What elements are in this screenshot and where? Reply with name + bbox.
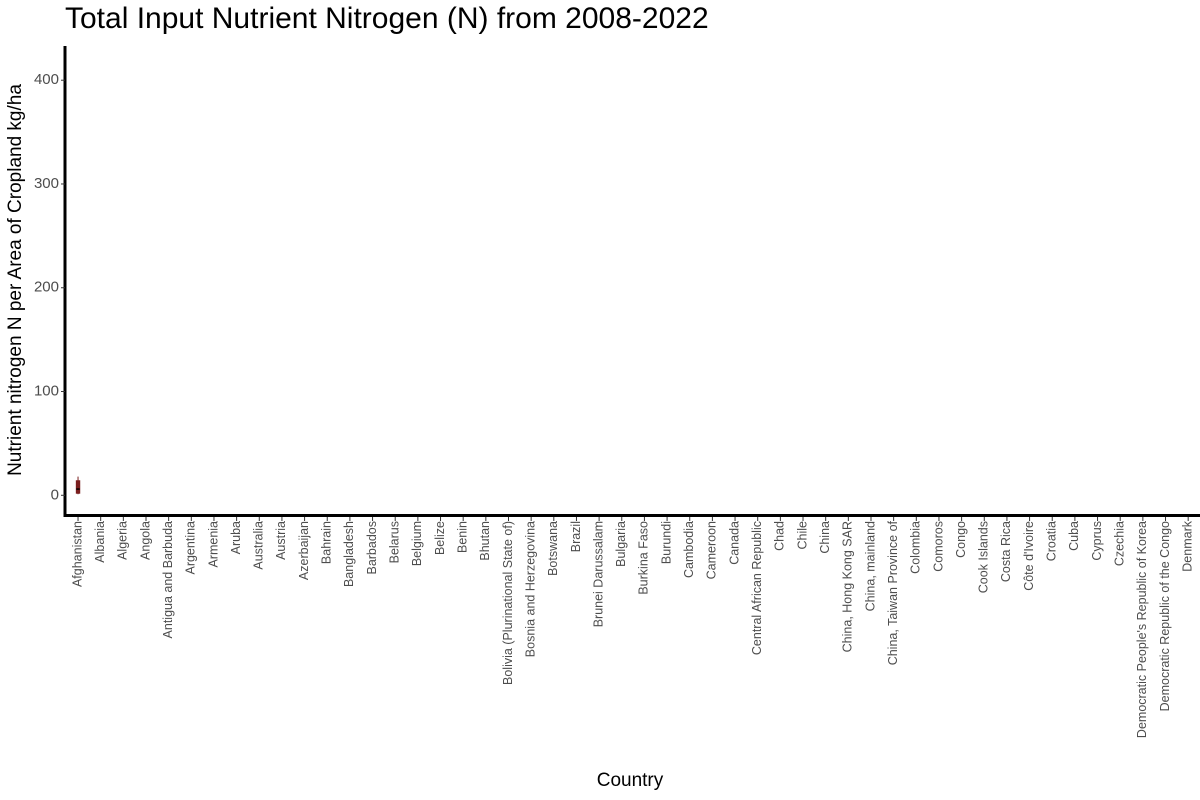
x-tick-label: Czechia <box>1113 521 1127 566</box>
x-tick-label: Bosnia and Herzegovina <box>523 521 537 657</box>
x-tick-label: Azerbaijan <box>297 521 311 580</box>
x-axis-title: Country <box>597 770 664 791</box>
y-axis-title: Nutrient nitrogen N per Area of Cropland… <box>5 84 26 476</box>
y-tick-label: 400 <box>34 71 59 88</box>
x-tick-label: Chad <box>773 521 787 551</box>
x-tick-label: Belize <box>433 521 447 555</box>
x-tick-label: Denmark <box>1180 520 1194 571</box>
y-tick-label: 300 <box>34 175 59 192</box>
x-tick-label: Barbados <box>365 521 379 575</box>
x-tick-label: Algeria <box>116 521 130 560</box>
x-tick-label: Central African Republic <box>750 521 764 655</box>
x-tick-label: Armenia <box>206 521 220 568</box>
x-tick-label: Bahrain <box>320 521 334 564</box>
x-tick-label: Colombia <box>909 521 923 574</box>
x-tick-label: Chile <box>795 521 809 550</box>
x-tick-label: Bolivia (Plurinational State of) <box>501 521 515 685</box>
x-tick-label: Albania <box>93 521 107 563</box>
x-tick-label: Aruba <box>229 521 243 554</box>
x-tick-label: China, Taiwan Province of <box>886 520 900 665</box>
chart-title: Total Input Nutrient Nitrogen (N) from 2… <box>65 2 709 35</box>
x-tick-label: Cambodia <box>682 521 696 578</box>
x-tick-label: Burundi <box>659 521 673 564</box>
x-tick-label: Cuba <box>1067 521 1081 551</box>
x-tick-label: Botswana <box>546 521 560 576</box>
x-tick-label: Cameroon <box>705 521 719 579</box>
y-tick-label: 200 <box>34 279 59 296</box>
x-tick-label: Bangladesh <box>342 521 356 587</box>
x-tick-label: Cook Islands <box>977 521 991 593</box>
x-tick-label: Democratic People's Republic of Korea <box>1135 521 1149 738</box>
x-tick-label: Australia <box>252 521 266 570</box>
x-tick-label: Bulgaria <box>614 521 628 567</box>
x-tick-label: Belgium <box>410 521 424 566</box>
x-tick-label: Angola <box>138 521 152 560</box>
x-tick-label: Côte d'Ivoire <box>1022 521 1036 591</box>
x-tick-label: China <box>818 521 832 554</box>
x-tick-label: Belarus <box>388 521 402 563</box>
x-tick-label: Croatia <box>1045 521 1059 561</box>
x-tick-label: Costa Rica <box>999 521 1013 582</box>
x-tick-label: Cyprus <box>1090 521 1104 561</box>
x-tick-label: China, Hong Kong SAR <box>841 521 855 652</box>
x-tick-label: Benin <box>455 521 469 553</box>
x-tick-label: Brazil <box>569 521 583 552</box>
x-tick-label: Democratic Republic of the Congo <box>1158 521 1172 711</box>
x-tick-label: Burkina Faso <box>637 521 651 595</box>
x-tick-label: Canada <box>727 521 741 565</box>
x-tick-label: Antigua and Barbuda <box>161 521 175 639</box>
x-tick-label: Congo <box>954 521 968 558</box>
y-tick-label: 0 <box>51 486 59 503</box>
x-tick-label: Argentina <box>184 521 198 575</box>
x-tick-label: Bhutan <box>478 521 492 561</box>
x-tick-label: Comoros <box>931 521 945 572</box>
x-tick-label: Brunei Darussalam <box>591 521 605 627</box>
box <box>75 480 81 494</box>
y-tick-label: 100 <box>34 382 59 399</box>
x-tick-label: Afghanistan <box>70 521 84 587</box>
x-tick-label: Austria <box>274 521 288 560</box>
x-tick-label: China, mainland <box>863 521 877 611</box>
